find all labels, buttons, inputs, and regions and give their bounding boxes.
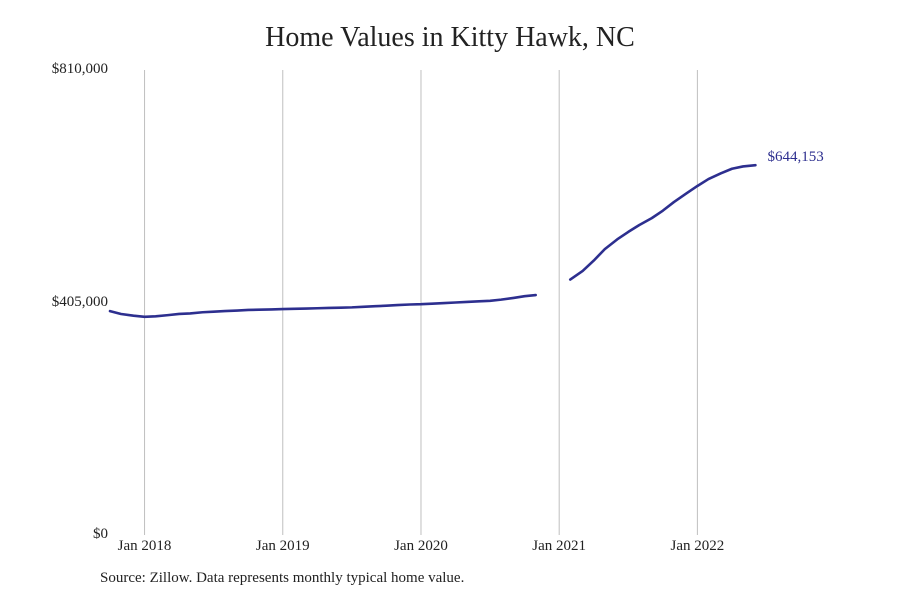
home-values-chart: Home Values in Kitty Hawk, NC $0 $405,000… [0,0,900,600]
chart-title: Home Values in Kitty Hawk, NC [0,22,900,54]
y-tick-label: $0 [93,526,108,543]
chart-caption: Source: Zillow. Data represents monthly … [100,570,464,587]
x-tick-label: Jan 2018 [118,538,172,555]
x-tick-label: Jan 2019 [256,538,310,555]
x-tick-label: Jan 2020 [394,538,448,555]
x-tick-label: Jan 2022 [671,538,725,555]
plot-area [110,70,790,535]
series-end-label: $644,153 [767,149,823,166]
y-tick-label: $405,000 [52,294,108,311]
x-tick-label: Jan 2021 [532,538,586,555]
line-series [110,70,790,535]
y-tick-label: $810,000 [52,61,108,78]
